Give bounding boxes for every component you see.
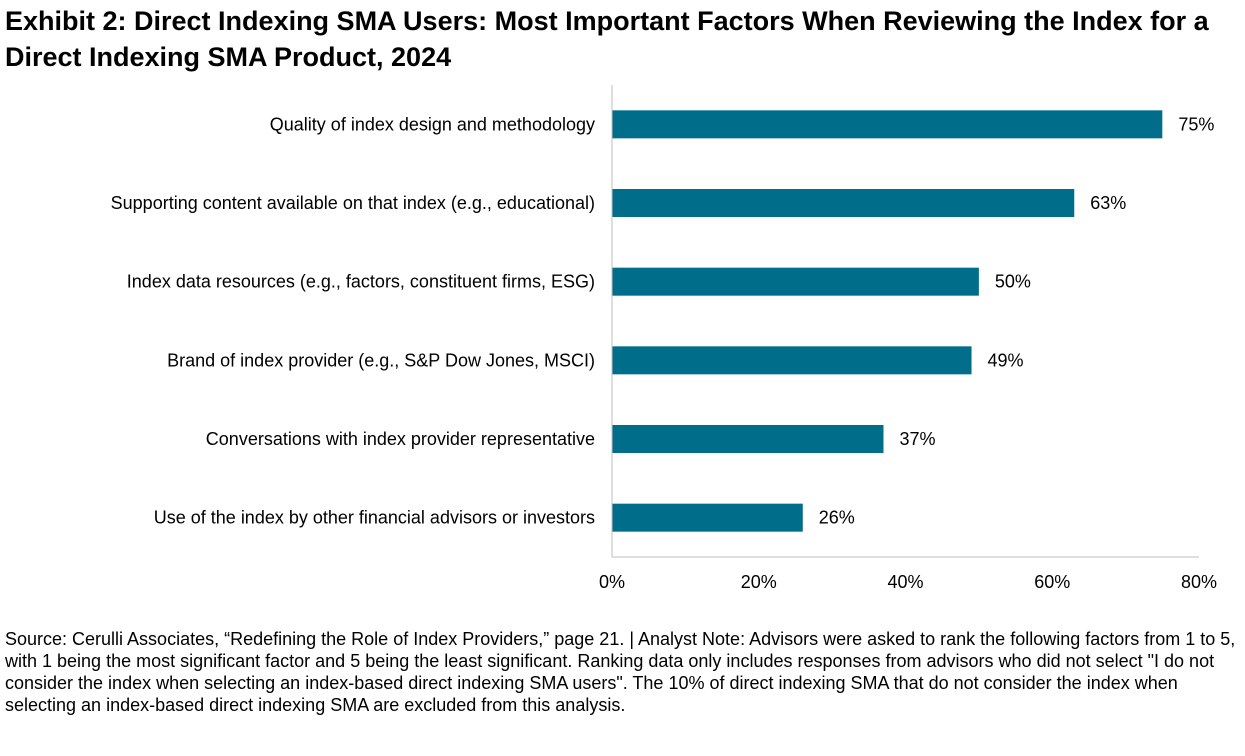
source-footnote: Source: Cerulli Associates, “Redefining … xyxy=(5,629,1236,715)
data-label: 63% xyxy=(1090,193,1126,213)
category-label: Use of the index by other financial advi… xyxy=(154,508,595,528)
x-tick-label: 40% xyxy=(887,572,923,592)
bar xyxy=(612,267,979,296)
chart-title: Exhibit 2: Direct Indexing SMA Users: Mo… xyxy=(5,6,1209,72)
bar-chart: Quality of index design and methodology 7… xyxy=(111,85,1217,592)
bars-layer: Quality of index design and methodology 7… xyxy=(111,110,1214,532)
x-tick-labels: 0% 20% 40% 60% 80% xyxy=(599,572,1217,592)
category-label: Supporting content available on that ind… xyxy=(111,193,595,213)
category-label: Conversations with index provider repres… xyxy=(206,429,595,449)
x-tick-label: 0% xyxy=(599,572,625,592)
category-label: Brand of index provider (e.g., S&P Dow J… xyxy=(167,350,595,370)
category-label: Index data resources (e.g., factors, con… xyxy=(127,272,595,292)
bar xyxy=(612,110,1163,139)
data-label: 49% xyxy=(988,350,1024,370)
bar xyxy=(612,189,1075,217)
x-tick-label: 60% xyxy=(1034,572,1070,592)
data-label: 75% xyxy=(1178,114,1214,134)
data-label: 37% xyxy=(899,429,935,449)
data-label: 26% xyxy=(819,508,855,528)
x-tick-label: 80% xyxy=(1181,572,1217,592)
bar xyxy=(612,425,884,453)
bar xyxy=(612,346,972,375)
x-tick-label: 20% xyxy=(741,572,777,592)
category-label: Quality of index design and methodology xyxy=(270,114,595,134)
bar xyxy=(612,503,803,532)
data-label: 50% xyxy=(995,272,1031,292)
